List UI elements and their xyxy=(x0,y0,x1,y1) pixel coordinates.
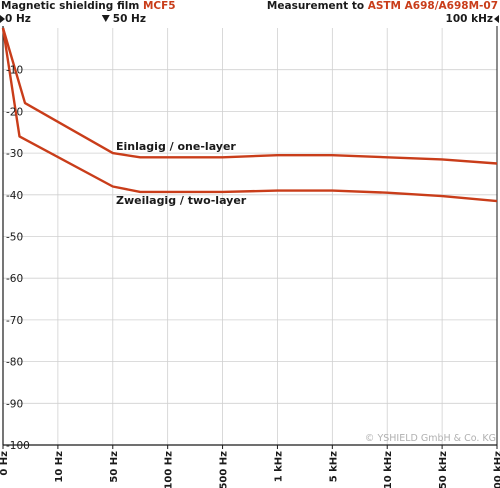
series-label-two-layer: Zweilagig / two-layer xyxy=(116,194,247,207)
y-tick-labels: -10 -20 -30 -40 -50 -60 -70 -80 -90 -100 xyxy=(6,65,30,452)
marker-start-label: 0 Hz xyxy=(5,13,31,25)
series-label-one-layer: Einlagig / one-layer xyxy=(116,140,236,153)
y-tick-label: -60 xyxy=(6,273,23,285)
x-tick-label: 1 kHz xyxy=(273,451,284,482)
y-tick-label: -70 xyxy=(6,315,23,327)
y-tick-label: -20 xyxy=(6,106,23,118)
x-tick-label: 100 kHz xyxy=(493,451,500,488)
x-tick-label: 5 kHz xyxy=(328,451,339,482)
marker-mid-icon xyxy=(101,15,110,22)
x-tick-label: 50 kHz xyxy=(438,451,449,488)
chart-title: Magnetic shielding film MCF5 xyxy=(1,0,176,12)
measurement-standard-name: ASTM A698/A698M-07 xyxy=(367,0,498,12)
x-tick-label: 10 Hz xyxy=(54,451,65,483)
measurement-prefix: Measurement to xyxy=(266,0,368,12)
x-tick-label: 0 Hz xyxy=(0,451,10,476)
y-tick-label: -100 xyxy=(6,440,30,452)
y-tick-label: -80 xyxy=(6,357,23,369)
y-tick-label: -40 xyxy=(6,190,23,202)
y-tick-label: -90 xyxy=(6,398,23,410)
marker-end-label: 100 kHz xyxy=(446,13,493,25)
x-tick-label: 500 Hz xyxy=(219,451,230,488)
measurement-standard: Measurement to ASTM A698/A698M-07 xyxy=(267,0,498,12)
grid xyxy=(3,28,498,445)
marker-mid-label: 50 Hz xyxy=(113,13,146,25)
series-line xyxy=(1,27,498,203)
chart-title-prefix: Magnetic shielding film xyxy=(1,0,143,12)
series-line xyxy=(1,27,498,165)
chart-title-product: MCF5 xyxy=(142,0,176,12)
axis xyxy=(2,26,498,449)
frequency-markers: 0 Hz 50 Hz 100 kHz xyxy=(0,13,499,25)
series-lines xyxy=(1,27,498,203)
marker-start-icon xyxy=(0,15,5,23)
copyright-text: © YSHIELD GmbH & Co. KG xyxy=(365,433,496,444)
marker-end-icon xyxy=(494,15,499,23)
y-tick-label: -30 xyxy=(6,148,23,160)
x-tick-label: 100 Hz xyxy=(164,451,175,488)
x-tick-label: 50 Hz xyxy=(109,451,120,483)
x-tick-label: 10 kHz xyxy=(383,451,394,488)
x-tick-labels: 0 Hz 10 Hz 50 Hz 100 Hz 500 Hz 1 kHz 5 kHz 10 k… xyxy=(0,451,500,488)
y-tick-label: -50 xyxy=(6,232,23,244)
y-tick-label: -10 xyxy=(6,65,23,77)
